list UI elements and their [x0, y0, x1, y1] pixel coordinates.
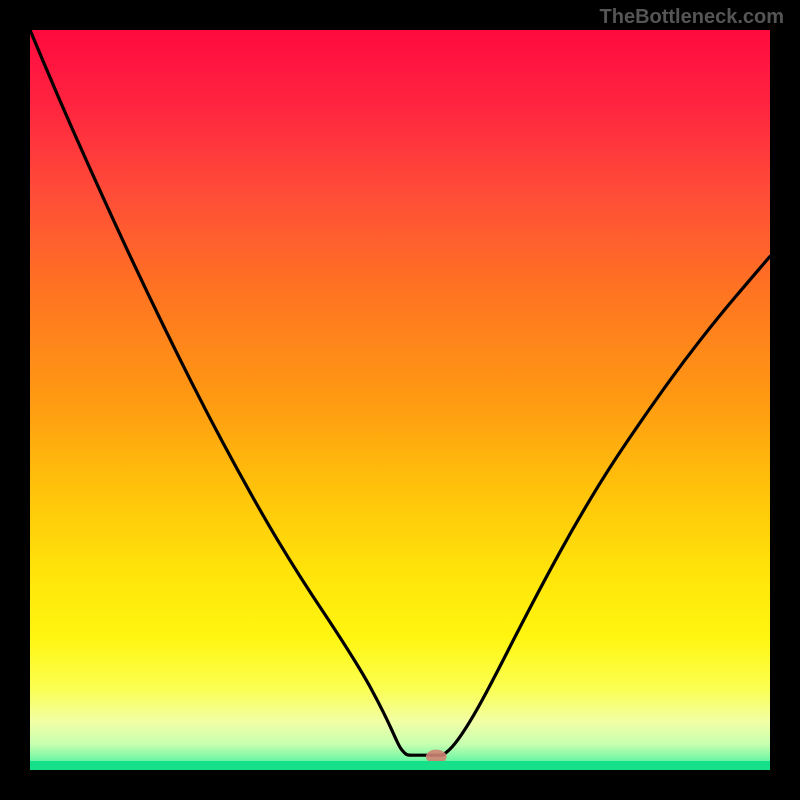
plot-area	[30, 30, 770, 770]
bottleneck-curve	[30, 30, 770, 755]
watermark-text: TheBottleneck.com	[600, 6, 784, 29]
curve-layer	[30, 30, 770, 770]
baseline-green-strip	[30, 761, 770, 770]
chart-root: { "canvas": { "width": 800, "height": 80…	[0, 0, 800, 800]
